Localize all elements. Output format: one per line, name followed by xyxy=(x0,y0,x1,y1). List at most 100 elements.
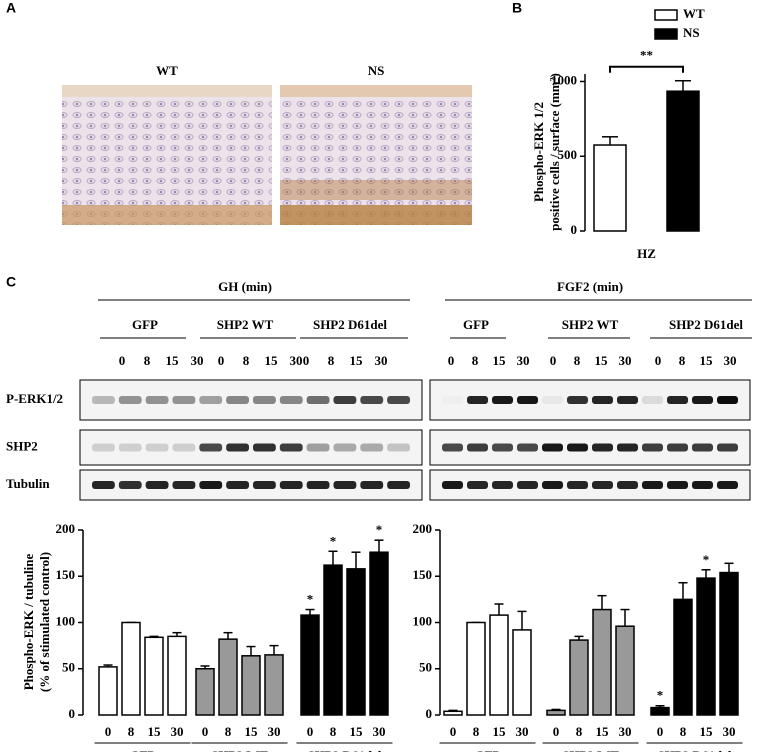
x-tick-label: 15 xyxy=(700,724,714,739)
legend-label: WT xyxy=(683,6,705,21)
bar xyxy=(369,551,389,716)
band xyxy=(692,443,713,452)
bar xyxy=(167,635,187,716)
x-tick-label: 8 xyxy=(225,724,232,739)
y-tick-label: 500 xyxy=(558,147,578,162)
band xyxy=(199,443,223,452)
time-label: 15 xyxy=(350,353,364,368)
band xyxy=(172,443,196,452)
row-label: P-ERK1/2 xyxy=(6,391,63,406)
band xyxy=(279,443,303,452)
x-tick-label: 0 xyxy=(450,724,457,739)
band xyxy=(172,481,196,489)
band xyxy=(617,481,638,489)
image-label: NS xyxy=(368,63,385,78)
band xyxy=(567,481,588,489)
bar xyxy=(569,639,589,716)
band xyxy=(253,396,276,404)
bar xyxy=(673,598,693,716)
band xyxy=(172,396,196,404)
band xyxy=(467,443,488,452)
band xyxy=(467,481,488,489)
bar xyxy=(264,654,284,716)
band xyxy=(717,443,738,452)
band xyxy=(387,396,410,404)
band xyxy=(442,481,463,489)
bar xyxy=(615,625,635,716)
x-tick-label: 15 xyxy=(493,724,507,739)
band xyxy=(92,481,115,489)
band xyxy=(492,443,513,452)
x-tick-label: 8 xyxy=(680,724,687,739)
time-label: 8 xyxy=(144,353,151,368)
band xyxy=(387,481,410,489)
band xyxy=(542,481,563,489)
band xyxy=(567,443,588,452)
bar xyxy=(489,614,509,716)
band xyxy=(517,443,538,452)
blot-title: FGF2 (min) xyxy=(557,279,623,294)
blot-group: GFP xyxy=(132,317,158,332)
bar xyxy=(218,638,238,716)
y-tick-label: 200 xyxy=(413,521,433,536)
band xyxy=(253,481,276,489)
time-label: 0 xyxy=(303,353,310,368)
x-tick-label: 30 xyxy=(373,724,386,739)
panel-label: A xyxy=(6,0,16,16)
y-tick-label: 100 xyxy=(56,613,76,628)
x-tick-label: 8 xyxy=(128,724,135,739)
blot-box xyxy=(79,429,423,466)
time-label: 15 xyxy=(700,353,714,368)
blot-title: GH (min) xyxy=(218,279,272,294)
x-tick-label: 15 xyxy=(245,724,259,739)
legend-label: NS xyxy=(683,25,700,40)
band xyxy=(199,481,223,489)
x-tick-label: HZ xyxy=(637,246,656,261)
x-tick-label: 0 xyxy=(307,724,314,739)
group-label: GFP xyxy=(130,748,156,752)
time-label: 8 xyxy=(574,353,581,368)
x-tick-label: 8 xyxy=(473,724,480,739)
band xyxy=(306,396,330,404)
time-label: 15 xyxy=(595,353,609,368)
blot-group: GFP xyxy=(463,317,489,332)
x-tick-label: 30 xyxy=(619,724,632,739)
band xyxy=(226,481,249,489)
x-tick-label: 15 xyxy=(596,724,610,739)
time-label: 0 xyxy=(448,353,455,368)
x-tick-label: 0 xyxy=(553,724,560,739)
time-label: 0 xyxy=(655,353,662,368)
bar xyxy=(696,577,716,716)
bar xyxy=(466,621,486,716)
row-label: Tubulin xyxy=(6,476,50,491)
bar xyxy=(241,655,261,716)
x-tick-label: 15 xyxy=(350,724,364,739)
y-tick-label: 1000 xyxy=(551,72,577,87)
band xyxy=(387,443,410,452)
time-label: 30 xyxy=(375,353,388,368)
time-label: 15 xyxy=(265,353,279,368)
bar xyxy=(443,710,463,716)
band xyxy=(226,443,249,452)
blot-group: SHP2 WT xyxy=(217,317,274,332)
time-label: 15 xyxy=(166,353,180,368)
significance: * xyxy=(376,522,383,537)
band xyxy=(717,481,738,489)
y-axis-label: Phospho-ERK / tubuline xyxy=(21,553,36,690)
time-label: 8 xyxy=(472,353,479,368)
bar xyxy=(323,564,343,716)
band xyxy=(226,396,249,404)
band xyxy=(118,396,142,404)
bar xyxy=(195,668,215,716)
band xyxy=(333,481,357,489)
band xyxy=(692,396,713,404)
x-tick-label: 30 xyxy=(723,724,736,739)
time-label: 15 xyxy=(493,353,507,368)
band xyxy=(492,481,513,489)
band xyxy=(642,396,663,404)
band xyxy=(92,443,115,452)
band xyxy=(667,481,688,489)
band xyxy=(542,396,563,404)
time-label: 30 xyxy=(724,353,737,368)
